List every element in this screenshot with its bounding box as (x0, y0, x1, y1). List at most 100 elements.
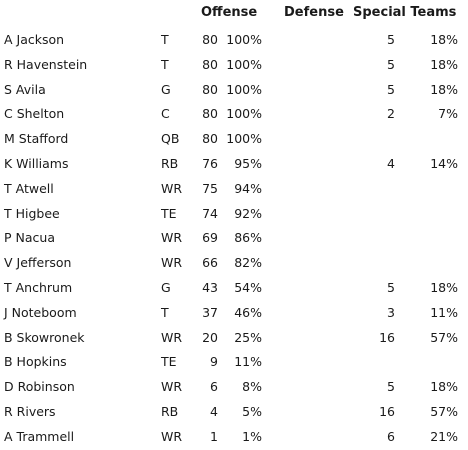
table-row: T Atwell WR 75 94% (0, 177, 468, 202)
offense-percent: 11% (234, 354, 262, 370)
offense-snaps: 80 (202, 131, 218, 147)
special-teams-percent: 57% (430, 329, 458, 345)
offense-snaps: 43 (202, 279, 218, 295)
offense-percent: 100% (226, 32, 262, 47)
offense-percent: 94% (234, 180, 262, 196)
offense-snaps: 76 (202, 155, 218, 171)
table-row: D Robinson WR 6 8% 5 18% (0, 375, 468, 400)
player-name: T Higbee (4, 205, 60, 221)
offense-percent: 1% (242, 428, 262, 444)
player-position: WR (161, 230, 183, 246)
special-teams-snaps: 5 (387, 56, 395, 72)
offense-percent: 100% (226, 56, 262, 72)
player-name: M Stafford (4, 131, 69, 147)
header-special-teams: Special Teams (353, 5, 457, 20)
offense-percent: 92% (234, 205, 262, 221)
table-row: C Shelton C 80 100% 2 7% (0, 102, 468, 127)
table-row: R Havenstein T 80 100% 5 18% (0, 53, 468, 78)
table-row: A Jackson T 80 100% 5 18% (0, 28, 468, 53)
offense-snaps: 69 (202, 230, 218, 246)
player-name: B Hopkins (4, 354, 67, 370)
player-position: TE (161, 354, 177, 370)
table-row: V Jefferson WR 66 82% (0, 251, 468, 276)
special-teams-snaps: 5 (387, 81, 395, 97)
player-name: T Anchrum (4, 279, 73, 295)
player-name: R Rivers (4, 403, 56, 419)
player-position: QB (161, 131, 180, 147)
player-name: R Havenstein (4, 56, 88, 72)
player-position: WR (161, 379, 183, 395)
special-teams-percent: 7% (438, 106, 458, 122)
offense-percent: 8% (242, 379, 262, 395)
player-name: P Nacua (4, 230, 55, 246)
offense-snaps: 74 (202, 205, 218, 221)
offense-snaps: 75 (202, 180, 218, 196)
offense-percent: 5% (242, 403, 262, 419)
table-header: Offense Defense Special Teams (0, 4, 468, 24)
player-position: C (161, 106, 170, 122)
table-row: T Anchrum G 43 54% 5 18% (0, 276, 468, 301)
player-position: RB (161, 403, 179, 419)
table-row: T Higbee TE 74 92% (0, 202, 468, 227)
player-name: V Jefferson (4, 255, 72, 271)
offense-percent: 25% (234, 329, 262, 345)
special-teams-snaps: 16 (379, 403, 395, 419)
table-row: A Trammell WR 1 1% 6 21% (0, 425, 468, 450)
offense-snaps: 6 (210, 379, 218, 395)
player-position: G (161, 81, 171, 97)
player-name: J Noteboom (4, 304, 77, 320)
special-teams-snaps: 5 (387, 32, 395, 47)
special-teams-percent: 18% (430, 279, 458, 295)
special-teams-percent: 21% (430, 428, 458, 444)
snap-count-table: A Jackson T 80 100% 5 18% R Havenstein T… (0, 28, 468, 450)
offense-percent: 100% (226, 106, 262, 122)
table-row: R Rivers RB 4 5% 16 57% (0, 400, 468, 425)
offense-percent: 86% (234, 230, 262, 246)
player-position: RB (161, 155, 179, 171)
offense-snaps: 80 (202, 56, 218, 72)
special-teams-percent: 57% (430, 403, 458, 419)
offense-snaps: 80 (202, 81, 218, 97)
header-offense: Offense (201, 5, 258, 20)
table-row: B Skowronek WR 20 25% 16 57% (0, 326, 468, 351)
table-row: J Noteboom T 37 46% 3 11% (0, 301, 468, 326)
special-teams-percent: 11% (430, 304, 458, 320)
offense-percent: 46% (234, 304, 262, 320)
special-teams-snaps: 16 (379, 329, 395, 345)
offense-snaps: 80 (202, 106, 218, 122)
offense-percent: 54% (234, 279, 262, 295)
player-position: T (161, 56, 169, 72)
table-row: B Hopkins TE 9 11% (0, 350, 468, 375)
special-teams-percent: 14% (430, 155, 458, 171)
offense-snaps: 9 (210, 354, 218, 370)
player-position: T (161, 32, 169, 47)
player-name: B Skowronek (4, 329, 85, 345)
special-teams-snaps: 2 (387, 106, 395, 122)
player-name: T Atwell (4, 180, 54, 196)
offense-snaps: 4 (210, 403, 218, 419)
special-teams-percent: 18% (430, 81, 458, 97)
offense-percent: 100% (226, 81, 262, 97)
offense-snaps: 80 (202, 32, 218, 47)
special-teams-snaps: 3 (387, 304, 395, 320)
player-position: WR (161, 329, 183, 345)
offense-percent: 100% (226, 131, 262, 147)
player-position: WR (161, 255, 183, 271)
offense-snaps: 37 (202, 304, 218, 320)
player-position: WR (161, 428, 183, 444)
table-row: K Williams RB 76 95% 4 14% (0, 152, 468, 177)
special-teams-percent: 18% (430, 56, 458, 72)
offense-snaps: 66 (202, 255, 218, 271)
table-row: P Nacua WR 69 86% (0, 226, 468, 251)
special-teams-snaps: 4 (387, 155, 395, 171)
header-defense: Defense (284, 5, 344, 20)
player-position: WR (161, 180, 183, 196)
special-teams-snaps: 6 (387, 428, 395, 444)
offense-snaps: 1 (210, 428, 218, 444)
offense-percent: 82% (234, 255, 262, 271)
special-teams-snaps: 5 (387, 279, 395, 295)
special-teams-percent: 18% (430, 32, 458, 47)
offense-percent: 95% (234, 155, 262, 171)
player-name: A Jackson (4, 32, 65, 47)
table-row: M Stafford QB 80 100% (0, 127, 468, 152)
